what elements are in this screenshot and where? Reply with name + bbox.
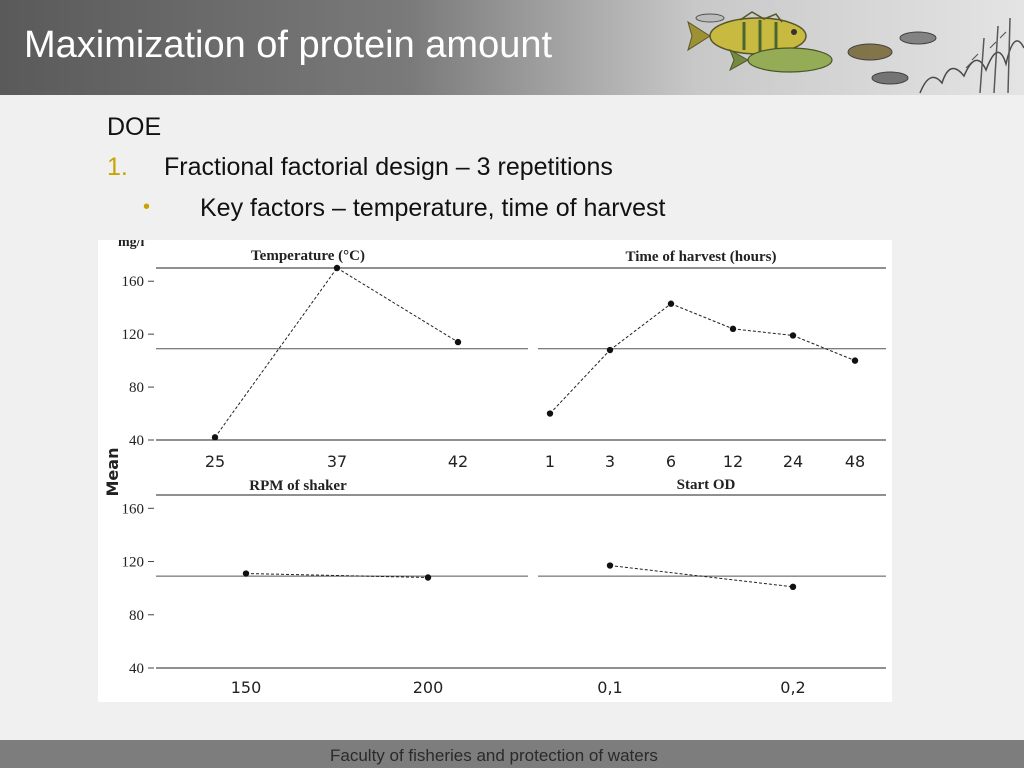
x-tick-label: 0,2 xyxy=(780,678,805,697)
y-axis-label: Mean xyxy=(103,448,122,497)
page-title: Maximization of protein amount xyxy=(24,24,553,66)
x-tick-label: 48 xyxy=(845,452,865,471)
data-point xyxy=(667,300,675,307)
y-tick-label: 40 xyxy=(129,661,144,677)
fish-illustration-icon xyxy=(687,11,1024,94)
series-segment xyxy=(670,303,734,330)
data-point xyxy=(606,346,614,354)
series-segment xyxy=(609,303,672,351)
series-segment xyxy=(792,335,856,362)
series-segment xyxy=(732,328,794,336)
y-unit-label: mg/l xyxy=(118,240,145,250)
series-segment xyxy=(336,267,459,343)
panel-title: Temperature (°C) xyxy=(251,248,365,264)
bullet-text: Key factors – temperature, time of harve… xyxy=(200,194,666,222)
list-number: 1. xyxy=(107,153,128,181)
y-tick-label: 40 xyxy=(129,433,144,449)
footer-bar xyxy=(0,740,1024,768)
series-segment xyxy=(609,565,794,588)
axes-layer: 160 120 80 40 160 120 80 40 mg/l Mean Temperature … xyxy=(103,240,886,697)
data-point xyxy=(789,332,797,339)
x-tick-label: 1 xyxy=(545,452,555,471)
panel-title: RPM of shaker xyxy=(249,478,347,494)
data-point xyxy=(424,574,432,581)
bullet-icon: • xyxy=(143,196,151,218)
data-point xyxy=(333,264,341,272)
x-tick-label: 6 xyxy=(666,452,676,471)
y-tick-label: 160 xyxy=(122,501,145,517)
y-tick-label: 120 xyxy=(122,327,145,343)
data-point xyxy=(729,325,737,333)
data-point xyxy=(211,434,219,441)
x-tick-label: 3 xyxy=(605,452,615,471)
y-tick-label: 160 xyxy=(122,274,145,290)
x-tick-label: 42 xyxy=(448,452,468,471)
x-tick-label: 25 xyxy=(205,452,225,471)
panel-title: Time of harvest (hours) xyxy=(626,249,777,265)
series-segment xyxy=(214,267,338,438)
x-tick-label: 24 xyxy=(783,452,803,471)
x-tick-label: 0,1 xyxy=(597,678,622,697)
main-effects-chart: 160 120 80 40 160 120 80 40 mg/l Mean Temperature … xyxy=(98,240,892,702)
series-segment xyxy=(245,573,429,579)
data-point xyxy=(546,410,554,417)
y-tick-label: 80 xyxy=(129,380,144,396)
data-point xyxy=(606,562,614,569)
header-bar: Maximization of protein amount xyxy=(0,0,1024,95)
data-point xyxy=(851,357,859,364)
list-item-text: Fractional factorial design – 3 repetiti… xyxy=(164,153,613,181)
data-point xyxy=(454,338,462,346)
x-tick-label: 37 xyxy=(327,452,347,471)
y-tick-label: 80 xyxy=(129,608,144,624)
panel-title: Start OD xyxy=(677,477,736,493)
x-tick-label: 12 xyxy=(723,452,743,471)
section-heading: DOE xyxy=(107,113,162,141)
series-segment xyxy=(549,349,611,414)
footer-text: Faculty of fisheries and protection of w… xyxy=(330,746,658,765)
y-tick-label: 120 xyxy=(122,555,145,571)
data-point xyxy=(789,583,797,591)
marks-layer xyxy=(156,264,886,591)
x-tick-label: 200 xyxy=(413,678,444,697)
data-point xyxy=(242,570,250,577)
x-tick-label: 150 xyxy=(231,678,262,697)
